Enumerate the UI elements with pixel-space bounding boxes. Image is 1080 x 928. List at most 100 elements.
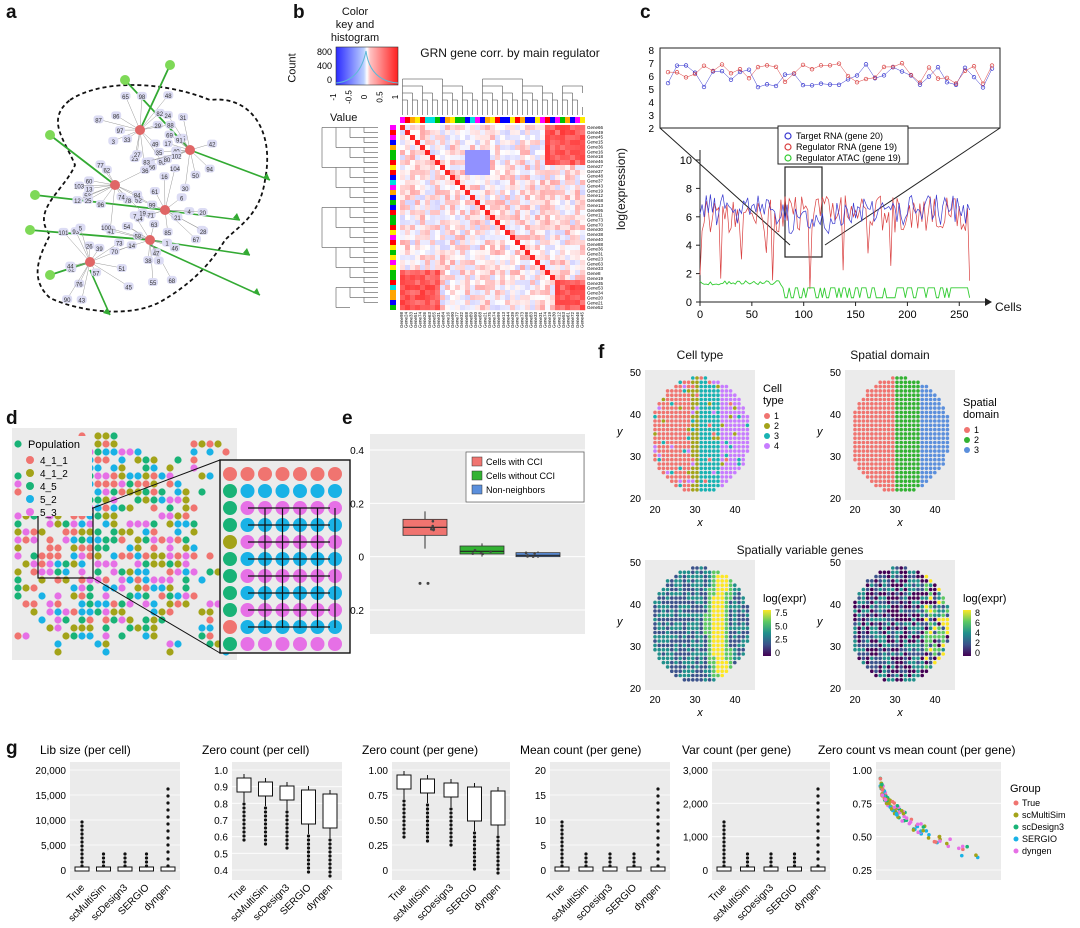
spot [678, 453, 682, 458]
spot [670, 402, 674, 406]
spot [699, 665, 703, 669]
g-outlier [722, 840, 726, 844]
zoom-cell-dot [223, 501, 237, 515]
spot [870, 457, 874, 462]
heatmap-cell [520, 225, 526, 231]
heatmap-cell [415, 290, 421, 296]
spot [886, 427, 891, 432]
heatmap-cell [490, 280, 496, 286]
spot [874, 466, 878, 471]
g-outlier [608, 852, 612, 856]
spot [674, 389, 678, 393]
heatmap-cell [525, 130, 531, 136]
heatmap-cell [555, 305, 561, 311]
heatmap-cell [555, 270, 561, 276]
heatmap-cell [560, 255, 566, 261]
expr-legend-tick: 0 [975, 648, 980, 658]
g-scatter-point [900, 819, 904, 823]
spot [870, 622, 874, 626]
spot [695, 604, 699, 609]
heatmap-cell [575, 205, 581, 211]
spot [665, 393, 670, 397]
zoom-cell-dot [240, 484, 255, 498]
heatmap-cell [445, 170, 451, 176]
cell-dot [158, 584, 166, 592]
heatmap-cell [455, 130, 461, 136]
cell-dot [190, 520, 198, 528]
heatmap-cell [465, 180, 471, 186]
spot [941, 604, 945, 609]
heatmap-cell [450, 190, 456, 196]
heatmap-cell [455, 180, 461, 186]
zoom-cell-dot [240, 620, 255, 634]
spot [870, 436, 874, 440]
spot [653, 635, 657, 639]
spot [882, 462, 887, 466]
spot [720, 483, 724, 488]
heatmap-cell [470, 275, 476, 281]
spot [665, 647, 670, 652]
heatmap-cell [580, 125, 586, 131]
spot [686, 626, 691, 630]
heatmap-cell [415, 260, 421, 266]
spot [933, 592, 937, 596]
heatmap-cell [530, 215, 536, 221]
spot [707, 673, 712, 678]
cell-dot [158, 592, 166, 600]
heatmap-cell [430, 170, 436, 176]
spot [857, 445, 861, 449]
heatmap-cell [435, 160, 441, 166]
spot [703, 440, 708, 445]
heatmap-cell [580, 165, 586, 171]
spot [928, 389, 933, 393]
spot [665, 626, 670, 630]
g-box [490, 790, 506, 826]
spot [853, 635, 857, 639]
spot [895, 579, 899, 583]
g-y-tick: 0.6 [214, 833, 228, 844]
spot [724, 436, 729, 440]
spot [707, 414, 712, 419]
spot [716, 384, 720, 389]
spot [907, 613, 912, 618]
spot [891, 574, 895, 579]
spot [941, 635, 945, 639]
gene-node [171, 151, 182, 160]
spot [937, 596, 941, 600]
g-outlier [425, 831, 430, 835]
heatmap-cell [490, 250, 496, 256]
spot [924, 462, 929, 466]
spot [720, 462, 724, 466]
spot [674, 432, 678, 436]
spot [891, 427, 895, 432]
heatmap-cell [420, 260, 426, 266]
heatmap-cell [485, 260, 491, 266]
heatmap-cell [440, 265, 446, 271]
spot [686, 380, 691, 385]
heatmap-cell [520, 215, 526, 221]
spot [895, 427, 899, 432]
spot [857, 656, 861, 661]
spot [728, 427, 733, 432]
heatmap-cell [535, 140, 541, 146]
gene-node-label: 68 [168, 279, 175, 285]
spot [886, 445, 891, 449]
regulator-node [85, 257, 95, 267]
heatmap-cell [425, 190, 431, 196]
spot [903, 376, 908, 380]
heatmap-cell [575, 275, 581, 281]
heatmap-cell [530, 165, 536, 171]
heatmap-cell [420, 290, 426, 296]
heatmap-cell [545, 300, 551, 306]
heatmap-cell [530, 180, 536, 186]
heatmap-cell [435, 125, 441, 131]
zoom-cell-dot [223, 518, 237, 532]
heatmap-cell [565, 275, 571, 281]
spot [928, 397, 933, 402]
spot [907, 380, 912, 385]
f-y-tick: 30 [830, 452, 842, 463]
spot [907, 570, 912, 575]
heatmap-cell [485, 210, 491, 216]
spot [916, 402, 920, 406]
spot [886, 423, 891, 428]
